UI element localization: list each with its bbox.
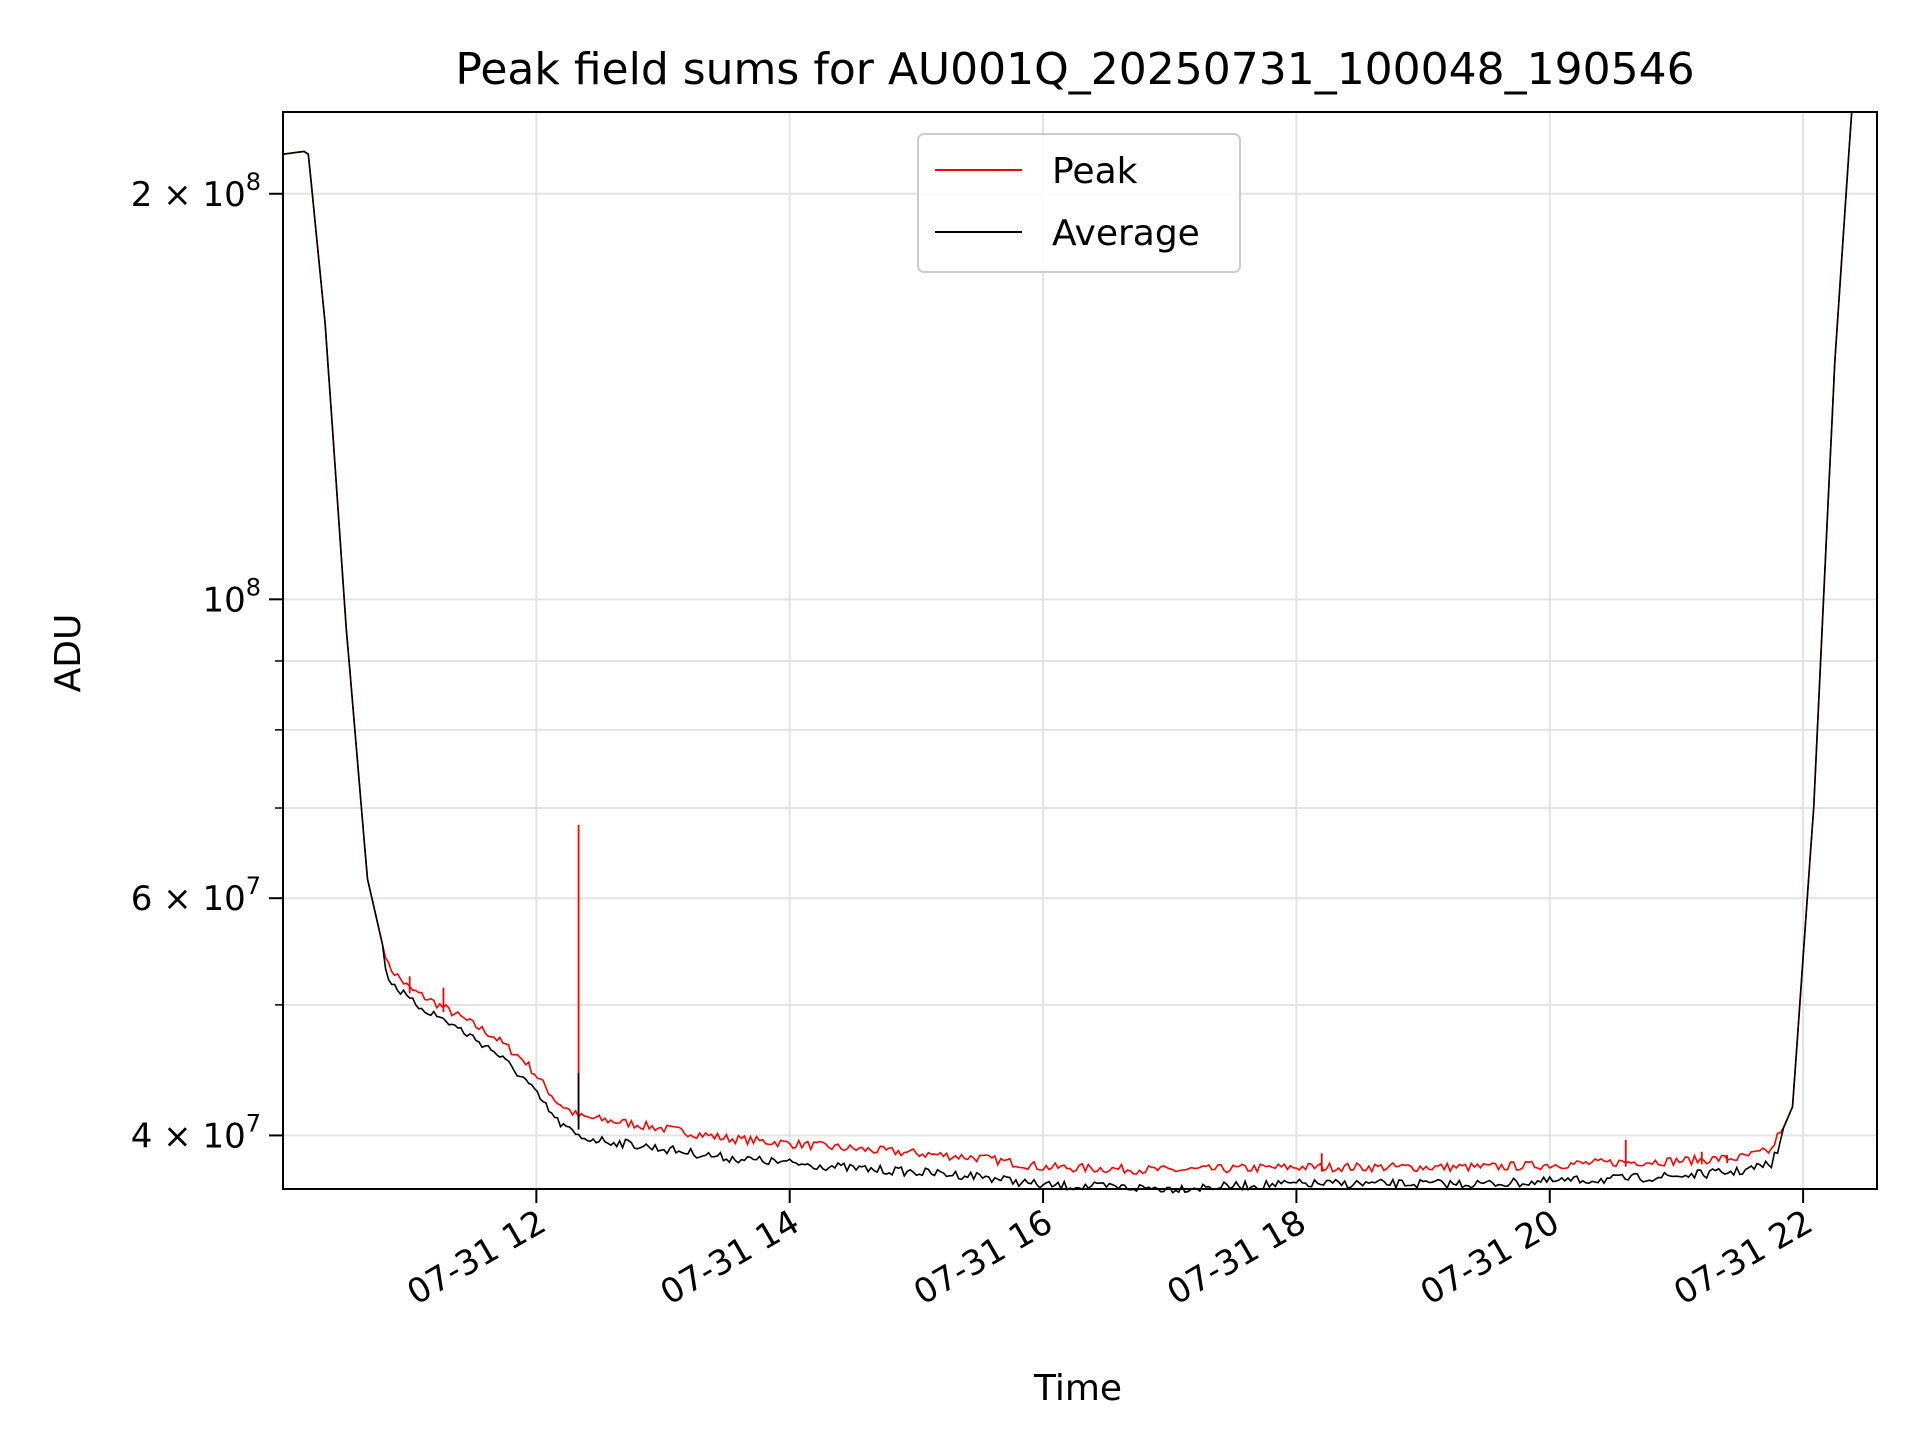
series-layer — [282, 111, 1853, 1194]
series-line-average — [282, 111, 1853, 1194]
y-tick-label: 4 × 107 — [131, 1109, 261, 1156]
plot-frame — [282, 111, 1878, 1190]
legend-label-average: Average — [1052, 213, 1200, 254]
x-axis-label: Time — [1033, 1368, 1122, 1409]
y-tick-label: 6 × 107 — [131, 872, 261, 919]
chart-title: Peak field sums for AU001Q_20250731_1000… — [455, 44, 1694, 95]
y-tick-label: 108 — [202, 573, 261, 620]
legend: Peak Average — [917, 133, 1241, 273]
legend-frame — [917, 133, 1241, 273]
series-line-peak — [282, 111, 1853, 1175]
legend-label-peak: Peak — [1052, 151, 1138, 192]
y-axis-label: ADU — [48, 614, 89, 693]
y-tick-label: 2 × 108 — [131, 168, 261, 215]
spike-layer — [408, 824, 1729, 1172]
y-axis: 4 × 107 6 × 107 108 2 × 108 — [131, 168, 283, 1156]
